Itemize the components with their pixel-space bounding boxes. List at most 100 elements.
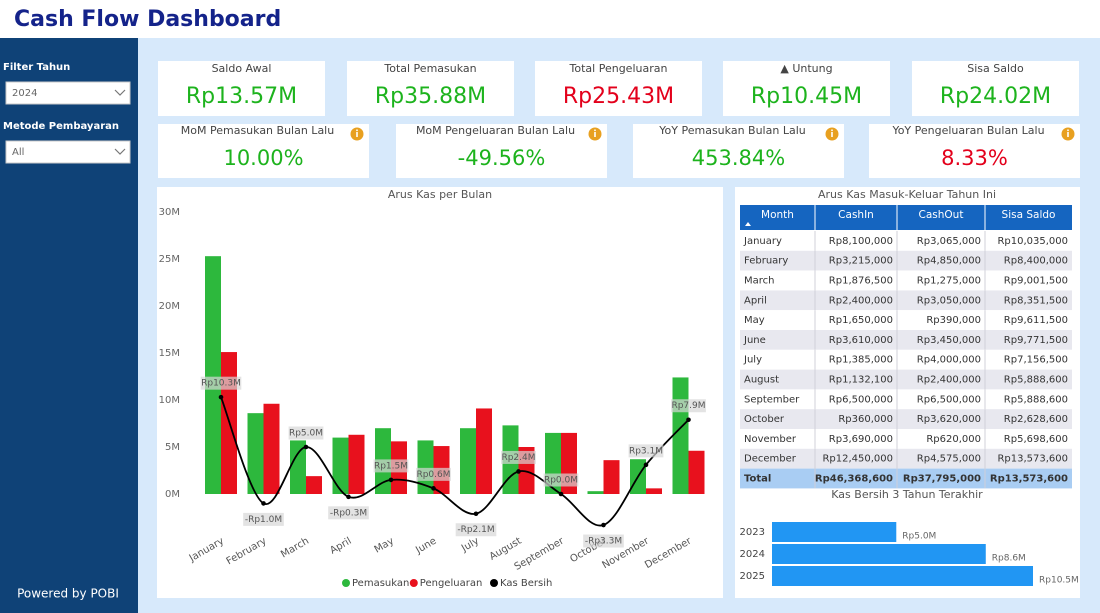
data-label-bg (243, 512, 284, 526)
filter-label: Filter Tahun (3, 62, 70, 73)
kpi-card (347, 61, 514, 116)
kpi-value: Rp25.43M (563, 84, 674, 109)
kpi-value: -49.56% (458, 146, 546, 170)
data-label-bg (373, 459, 409, 473)
bar (348, 434, 365, 494)
table-row (740, 310, 1072, 330)
kpi-label: Total Pengeluaran (569, 62, 668, 75)
data-label: Rp2.4M (501, 453, 535, 463)
legend-marker (409, 579, 418, 587)
table-cell: Rp3,215,000 (829, 256, 893, 267)
dropdown[interactable] (5, 81, 131, 105)
data-label: Rp3.1M (629, 446, 663, 456)
kpi-value: 453.84% (692, 146, 785, 170)
info-icon-mark (356, 132, 358, 137)
table-cell: March (744, 276, 774, 287)
data-label-bg (628, 444, 664, 458)
data-label: Rp8.6M (992, 554, 1026, 564)
table-title: Arus Kas Masuk-Keluar Tahun Ini (818, 188, 996, 201)
kpi-value: Rp24.02M (940, 84, 1051, 109)
table-cell: Rp1,650,000 (829, 315, 893, 326)
line-point (558, 491, 564, 497)
table-cell: Rp360,000 (838, 414, 893, 425)
table-row (740, 349, 1072, 370)
table-cell: Rp9,001,500 (1004, 276, 1068, 287)
data-label: Rp1.5M (374, 461, 408, 471)
kpi-label: MoM Pemasukan Bulan Lalu (181, 124, 334, 137)
table-cell: Rp5,698,600 (1004, 434, 1068, 445)
data-label-bg (455, 523, 497, 537)
legend-label: Pemasukan (352, 578, 409, 589)
kpi-label: Total Pemasukan (383, 62, 476, 75)
bar (476, 408, 492, 494)
table-cell: Rp3,065,000 (917, 236, 981, 247)
y-tick-label: 15M (159, 348, 180, 359)
data-label: Rp10.5M (1039, 576, 1079, 586)
bar (460, 428, 476, 494)
info-icon-dot (1067, 129, 1069, 132)
data-label-bg (501, 450, 536, 464)
kpi-label: YoY Pemasukan Bulan Lalu (658, 124, 805, 137)
table-cell: Rp3,690,000 (829, 434, 893, 445)
table-cell: Rp7,156,500 (1004, 355, 1068, 366)
kpi-label: YoY Pengeluaran Bulan Lalu (891, 124, 1044, 137)
table-cell: Rp620,000 (926, 434, 981, 445)
column-header[interactable]: Sisa Saldo (1002, 209, 1056, 221)
table-cell: Rp3,620,000 (917, 414, 981, 425)
dropdown[interactable] (5, 140, 131, 164)
sort-arrow (745, 222, 751, 226)
bar (672, 377, 689, 494)
dropdown-chevron (114, 148, 126, 155)
data-label-bg (583, 534, 624, 548)
table-cell: September (744, 394, 800, 405)
data-label: Rp5.0M (289, 429, 323, 439)
info-icon-mark (831, 132, 833, 137)
line-point (346, 494, 351, 500)
legend-marker (342, 579, 350, 587)
column-header[interactable]: Month (761, 209, 794, 221)
y-tick-label: 2024 (740, 549, 765, 560)
kpi-card (633, 124, 844, 178)
kpi-label: Saldo Awal (212, 62, 272, 75)
table-cell: Rp1,275,000 (917, 276, 981, 287)
dashboard-title: Cash Flow Dashboard (14, 7, 281, 32)
bar (587, 491, 604, 494)
table-cell: Rp2,400,000 (829, 295, 893, 306)
bar (772, 566, 1033, 586)
table-cell: June (743, 335, 766, 346)
kpi-value: 10.00% (223, 146, 303, 170)
data-label: -Rp3.3M (585, 537, 622, 547)
line-point (431, 486, 436, 491)
kpi-value: Rp35.88M (375, 84, 486, 109)
kpi-value: Rp10.45M (751, 84, 862, 109)
info-icon-dot (356, 129, 358, 132)
table-cell: Rp2,400,000 (917, 375, 981, 386)
table-row (740, 389, 1072, 410)
kpi-label: MoM Pengeluaran Bulan Lalu (416, 124, 575, 137)
data-label: Rp0.0M (544, 476, 578, 486)
data-label: -Rp0.3M (330, 508, 367, 518)
table-cell: May (744, 315, 765, 326)
line-point (303, 444, 309, 450)
column-header[interactable]: CashOut (919, 209, 964, 221)
y-tick-label: 2023 (740, 527, 765, 538)
table-cell: November (744, 434, 797, 445)
line-point (388, 477, 394, 483)
table-cell: Rp1,132,100 (829, 375, 893, 386)
table-cell: Rp4,575,000 (917, 454, 981, 465)
kpi-card (396, 124, 607, 178)
table-cell: October (744, 414, 785, 425)
y-tick-label: 0M (165, 489, 180, 500)
table-cell: Rp4,000,000 (917, 355, 981, 366)
table-row (740, 448, 1072, 469)
line-point (261, 501, 266, 506)
table-cell: Rp10,035,000 (997, 236, 1068, 247)
chart-panel (157, 187, 723, 598)
column-header[interactable]: CashIn (838, 209, 874, 221)
line-point (516, 469, 521, 474)
line-point (473, 511, 479, 517)
table-row (740, 290, 1072, 311)
y-tick-label: 30M (159, 207, 180, 218)
bar (247, 413, 264, 494)
